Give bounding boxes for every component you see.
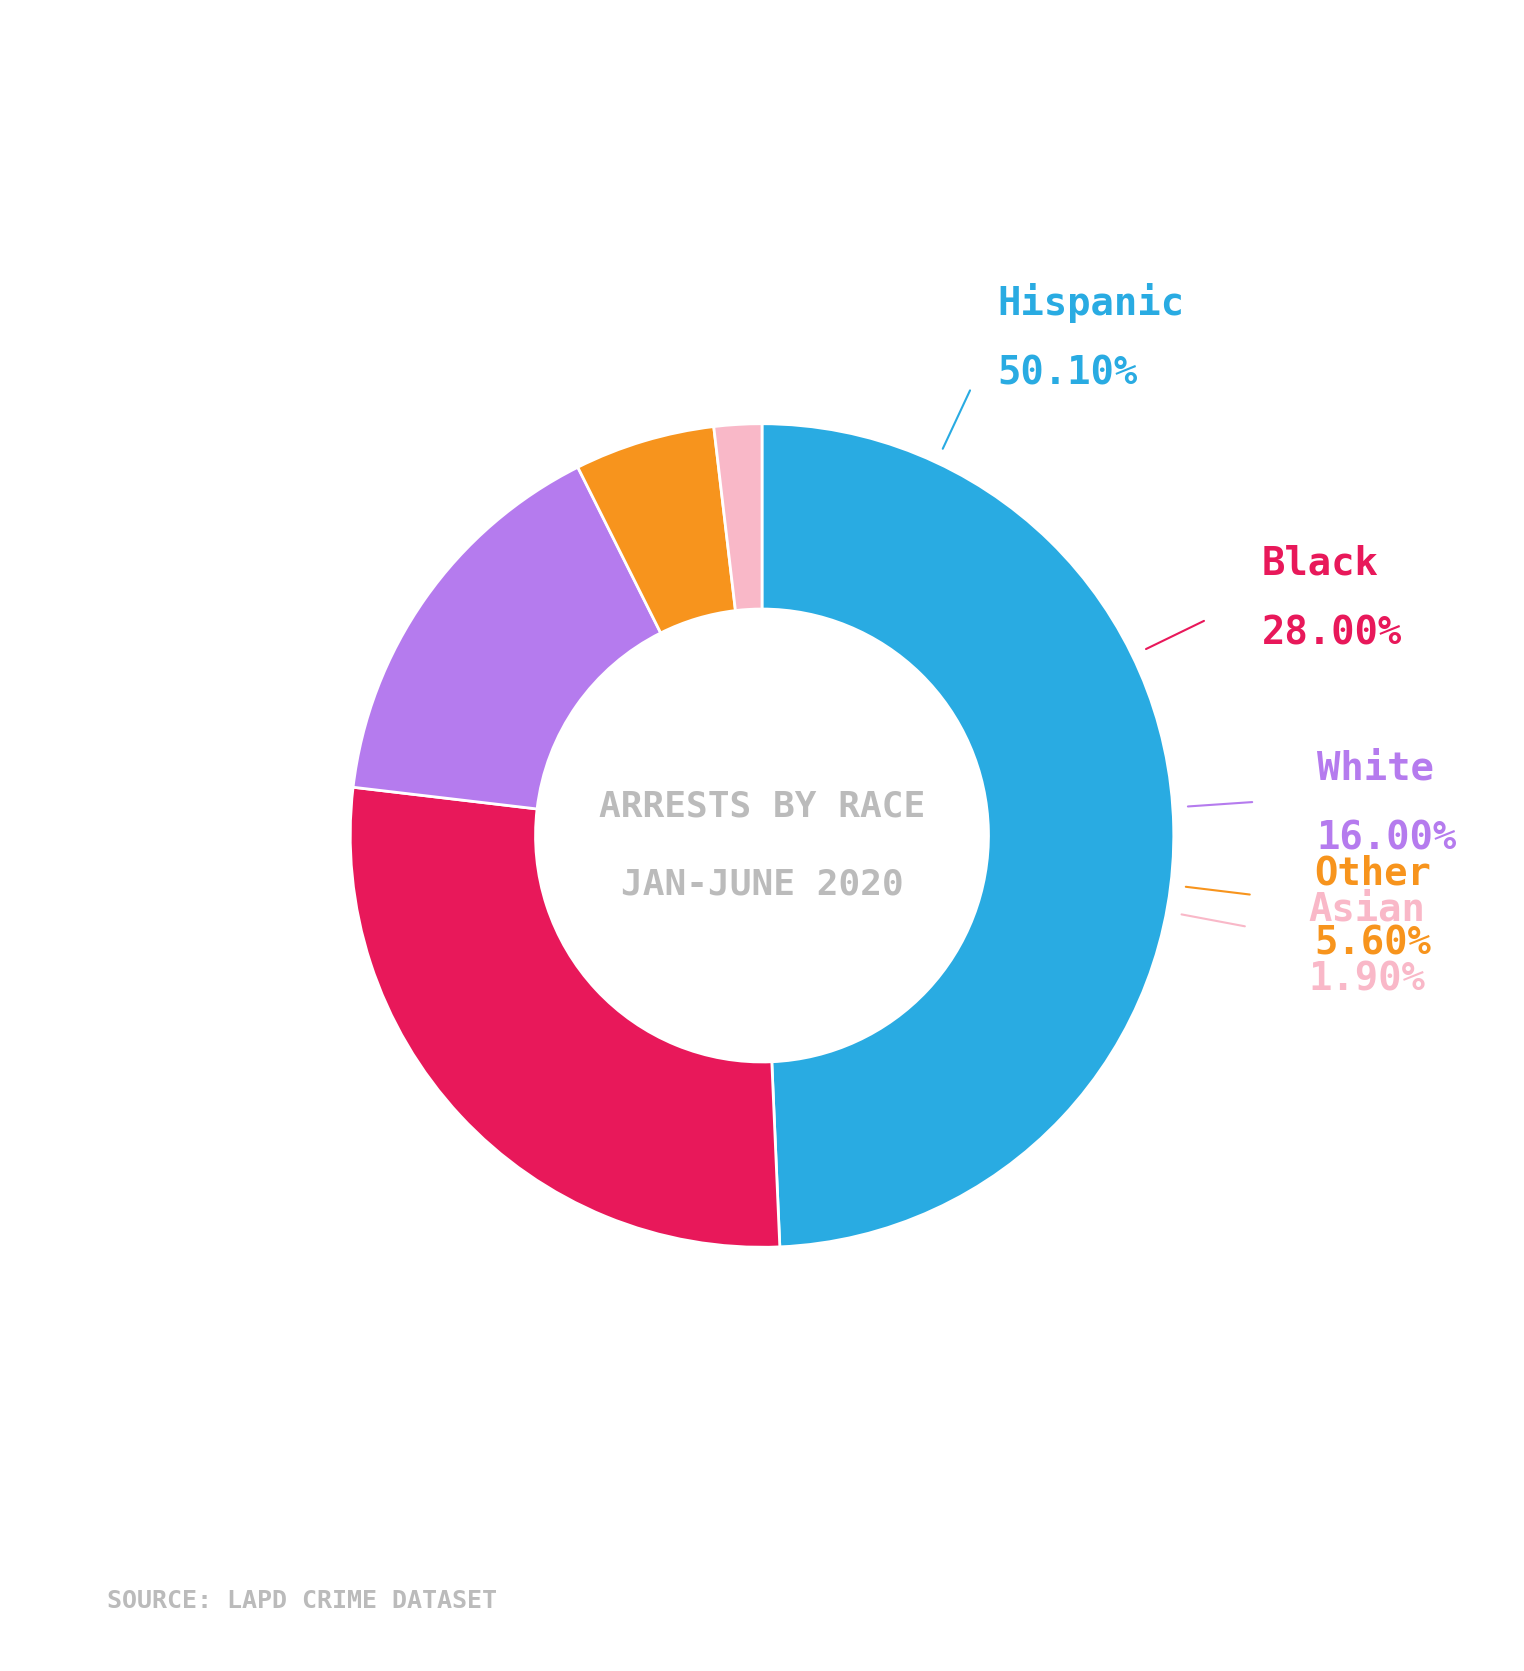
Text: Asian: Asian (1308, 891, 1425, 929)
Wedge shape (578, 426, 736, 633)
Text: ARRESTS BY RACE: ARRESTS BY RACE (599, 790, 925, 824)
Text: Hispanic: Hispanic (997, 282, 1184, 323)
Text: 28.00%: 28.00% (1262, 615, 1402, 653)
Wedge shape (762, 424, 1173, 1247)
Text: Other: Other (1314, 854, 1431, 892)
Text: 16.00%: 16.00% (1317, 820, 1457, 857)
Wedge shape (713, 424, 762, 610)
Wedge shape (354, 468, 661, 809)
Text: 5.60%: 5.60% (1314, 924, 1431, 962)
Wedge shape (351, 787, 780, 1247)
Text: 50.10%: 50.10% (997, 354, 1137, 393)
Text: SOURCE: LAPD CRIME DATASET: SOURCE: LAPD CRIME DATASET (107, 1589, 497, 1613)
Text: White: White (1317, 750, 1434, 787)
Text: JAN-JUNE 2020: JAN-JUNE 2020 (620, 867, 904, 902)
Text: 1.90%: 1.90% (1308, 961, 1425, 998)
Text: Black: Black (1262, 545, 1379, 583)
